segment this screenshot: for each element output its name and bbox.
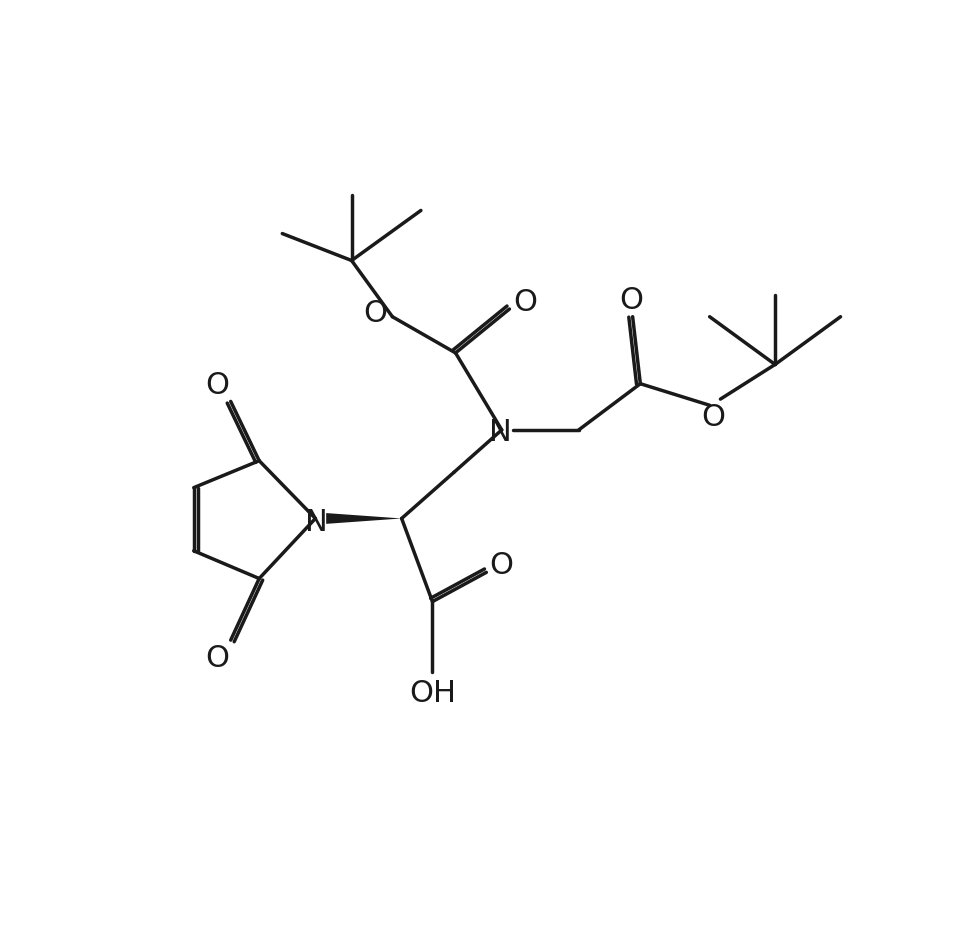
Text: N: N (489, 417, 511, 447)
Text: N: N (305, 507, 328, 537)
Text: O: O (205, 642, 228, 672)
Text: O: O (619, 286, 643, 315)
Text: OH: OH (409, 679, 456, 707)
Text: O: O (702, 402, 725, 431)
Polygon shape (326, 514, 402, 525)
Text: O: O (363, 299, 387, 328)
Text: O: O (205, 371, 228, 400)
Text: O: O (512, 287, 537, 316)
Text: O: O (490, 551, 513, 579)
